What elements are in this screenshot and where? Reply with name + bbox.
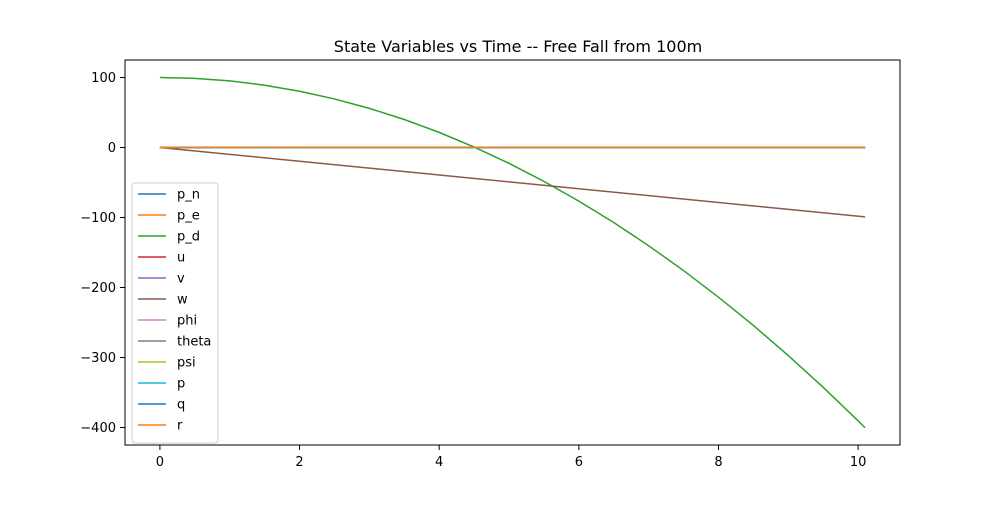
y-tick-label: −200 bbox=[80, 281, 116, 296]
legend-label-p_e: p_e bbox=[177, 209, 200, 224]
legend-box bbox=[131, 182, 219, 444]
legend-label-p_n: p_n bbox=[177, 188, 200, 203]
y-tick-label: 100 bbox=[91, 71, 116, 86]
plot-frame bbox=[124, 59, 901, 446]
series-layer bbox=[159, 76, 866, 429]
series-line-w bbox=[159, 146, 866, 218]
legend-label-r: r bbox=[177, 419, 183, 434]
x-tick-label: 2 bbox=[295, 455, 303, 470]
x-tick-label: 0 bbox=[156, 455, 164, 470]
y-tick-label: −400 bbox=[80, 421, 116, 436]
legend-label-q: q bbox=[177, 398, 185, 413]
legend-label-w: w bbox=[177, 293, 188, 308]
x-tick-label: 4 bbox=[435, 455, 443, 470]
x-axis: 0 2 4 6 8 10 bbox=[156, 445, 867, 470]
legend-label-u: u bbox=[177, 251, 185, 266]
x-tick-label: 6 bbox=[575, 455, 583, 470]
legend-label-psi: psi bbox=[177, 356, 196, 371]
y-tick-label: −100 bbox=[80, 211, 116, 226]
series-line-p_d bbox=[159, 76, 866, 429]
legend-label-v: v bbox=[177, 272, 185, 287]
legend-label-theta: theta bbox=[177, 335, 211, 350]
x-tick-label: 8 bbox=[714, 455, 722, 470]
y-tick-label: 0 bbox=[108, 141, 116, 156]
chart-title: State Variables vs Time -- Free Fall fro… bbox=[334, 37, 702, 56]
x-tick-label: 10 bbox=[850, 455, 867, 470]
legend-label-phi: phi bbox=[177, 314, 197, 329]
y-axis: 100 0 −100 −200 −300 −400 bbox=[80, 71, 125, 436]
y-tick-label: −300 bbox=[80, 351, 116, 366]
legend-label-p_d: p_d bbox=[177, 230, 200, 245]
legend-label-p: p bbox=[177, 377, 185, 392]
